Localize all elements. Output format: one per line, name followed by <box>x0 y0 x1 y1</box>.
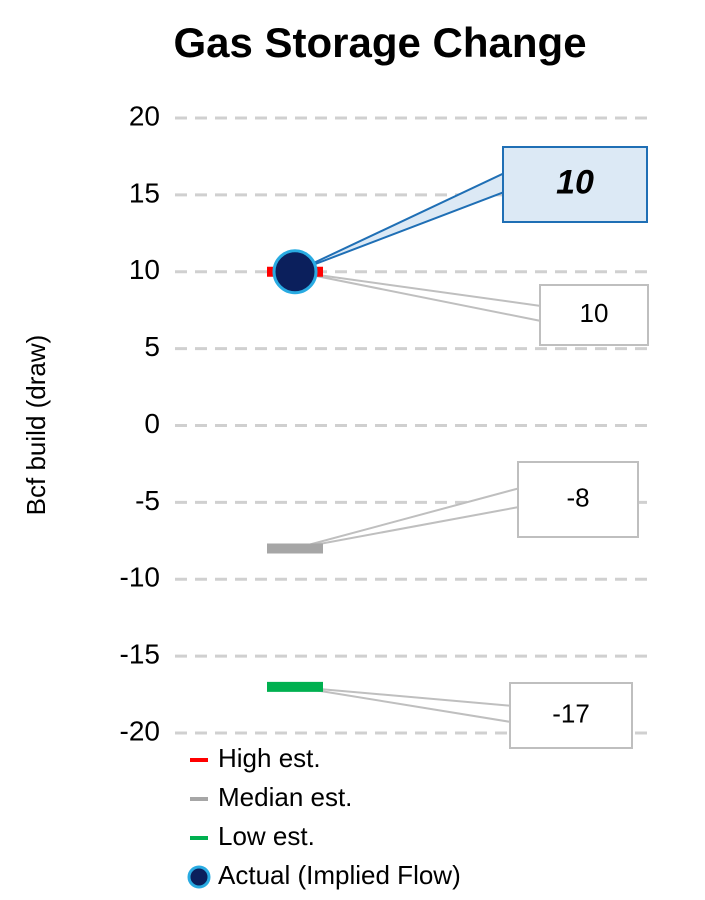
callout-join <box>542 308 544 319</box>
callout-box <box>502 146 648 223</box>
data-point <box>267 681 323 692</box>
callout-pointer <box>294 486 520 550</box>
callout-pointer <box>294 270 542 323</box>
legend-label: Actual (Implied Flow) <box>218 860 461 890</box>
legend-marker <box>190 758 208 762</box>
y-tick-label: -20 <box>120 715 160 746</box>
data-point <box>272 249 318 295</box>
chart-title: Gas Storage Change <box>173 19 586 66</box>
data-label: 10 <box>556 163 594 201</box>
callout-box <box>509 682 633 749</box>
y-tick-label: -15 <box>120 639 160 670</box>
legend-marker <box>190 836 208 840</box>
legend-marker <box>187 865 211 889</box>
y-tick-label: 15 <box>129 177 160 208</box>
y-tick-label: 5 <box>144 331 160 362</box>
callout-pointer <box>294 685 512 724</box>
legend-label: Median est. <box>218 782 352 812</box>
data-label: -17 <box>552 698 590 728</box>
y-tick-label: -10 <box>120 562 160 593</box>
callout-join <box>520 490 522 505</box>
y-tick-label: 20 <box>129 100 160 131</box>
legend-marker <box>190 797 208 801</box>
legend-label: Low est. <box>218 821 315 851</box>
callout-join <box>505 175 507 190</box>
y-tick-label: 0 <box>144 408 160 439</box>
callout-pointer <box>294 171 505 273</box>
legend-label: High est. <box>218 743 321 773</box>
data-point <box>267 543 323 554</box>
callout-join <box>512 707 514 720</box>
y-axis-label: Bcf build (draw) <box>21 335 51 516</box>
y-tick-label: 10 <box>129 254 160 285</box>
data-label: -8 <box>566 482 589 512</box>
callout-box <box>517 461 639 538</box>
data-label: 10 <box>580 298 609 328</box>
y-tick-label: -5 <box>135 485 160 516</box>
callout-box <box>539 284 649 346</box>
